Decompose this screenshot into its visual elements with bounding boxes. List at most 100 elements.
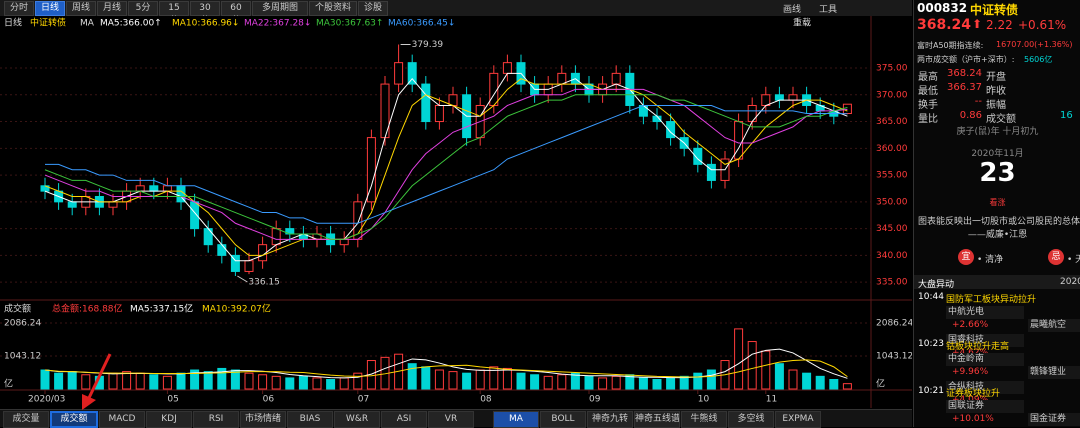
stat-row: 最低 366.37 昨收 <box>918 82 1078 97</box>
quote-text: 图表能反映出一切股市或公司股民的总体心 <box>918 217 1080 227</box>
y-tick-label: 340.00 <box>876 251 908 261</box>
news-time: 10:44 <box>918 292 944 302</box>
y-tick-label: 365.00 <box>876 117 908 127</box>
month: 2020年11月 <box>971 149 1024 159</box>
quote-panel: 000832 中证转债 368.24 ⬆ 2.22 +0.61% 富时A50期指… <box>913 0 1080 427</box>
news-header <box>914 275 1080 289</box>
stock-chip[interactable]: 赣锋锂业 <box>1028 366 1080 379</box>
quote-author: ——威廉•江恩 <box>967 230 1028 240</box>
ma-legend: MA30:367.63↑ <box>316 19 383 29</box>
period-tab[interactable]: 多周期图 <box>252 1 308 16</box>
volume-bar <box>448 371 458 390</box>
stock-name: 中金岭南 <box>948 354 985 364</box>
period-tab[interactable]: 分时 <box>4 1 34 16</box>
stock-chip[interactable]: 国金证券 <box>1028 413 1080 426</box>
volume-bar <box>421 366 431 390</box>
indicator-tab[interactable]: 成交量 <box>3 411 49 428</box>
indicator-tab[interactable]: 神奇五线谱 <box>634 411 680 428</box>
period-tab[interactable]: 诊股 <box>358 1 388 16</box>
a50: 16707.00(+1.36%) <box>996 40 1073 49</box>
period-tab[interactable]: 个股资料 <box>309 1 357 16</box>
news-date: 2020 <box>1060 277 1080 287</box>
y-tick-label: 335.00 <box>876 278 908 288</box>
stock-chip[interactable]: 国联证券 +10.01% <box>946 400 1024 424</box>
indicator-tab[interactable]: ASI <box>381 411 427 428</box>
indicator-tab[interactable]: 神奇九转 <box>587 411 633 428</box>
stock-list: 国联证券 +10.01% 国金证券 <box>944 399 1080 427</box>
indicator-tab[interactable]: MA <box>493 411 539 428</box>
code: 000832 <box>917 1 968 15</box>
stat-label: 最高 <box>918 72 938 83</box>
period-tab[interactable]: 周线 <box>66 1 96 16</box>
volume-bar <box>190 369 200 390</box>
indicator-tab[interactable]: KDJ <box>146 411 192 428</box>
stock-name: 国金证券 <box>1030 414 1067 424</box>
volume-bar <box>761 350 771 390</box>
x-tick-label: 05 <box>167 395 178 405</box>
indicator-tab[interactable]: RSI <box>193 411 239 428</box>
indicator-tab[interactable]: BOLL <box>540 411 586 428</box>
candle-body <box>67 201 77 208</box>
volume-bar <box>829 379 839 390</box>
indicator-tab[interactable]: 成交额 <box>50 411 98 428</box>
stat-value: 16 <box>1060 110 1073 121</box>
y-tick-label: 350.00 <box>876 197 908 207</box>
period-tab[interactable]: 5分 <box>128 1 158 16</box>
stat-value: 366.37 <box>947 82 982 93</box>
indicator-tab[interactable]: 多空线 <box>728 411 774 428</box>
lunar: 庚子(鼠)年 十月初九 <box>956 127 1039 137</box>
tool-button[interactable]: 工具 <box>819 5 838 15</box>
stock-name: 合纵科技 <box>948 382 985 392</box>
indicator-tab[interactable]: VR <box>428 411 474 428</box>
volume-bar <box>326 379 336 390</box>
candle-body <box>217 244 227 256</box>
day: 23 <box>979 158 1016 188</box>
indicator-tab[interactable]: MACD <box>99 411 145 428</box>
stat-label: 换手 <box>918 100 938 111</box>
candle-body <box>407 62 417 85</box>
ma-legend: MA10:366.96↓ <box>172 19 239 29</box>
candle-body <box>366 137 376 203</box>
indicator-tab[interactable]: EXPMA <box>775 411 821 428</box>
ma-legend: MA22:367.28↓ <box>244 19 311 29</box>
tool-button[interactable]: 画线 <box>783 5 802 15</box>
indicator-tab[interactable]: BIAS <box>287 411 333 428</box>
volume-bar <box>693 372 703 390</box>
stock-chip[interactable]: 中航光电 +2.66% <box>946 306 1024 330</box>
ma-legend: MA60:366.45↓ <box>388 19 455 29</box>
indicator-tab[interactable]: W&R <box>334 411 380 428</box>
indicator-tab[interactable]: 牛熊线 <box>681 411 727 428</box>
period-tab[interactable]: 月线 <box>97 1 127 16</box>
candle-body <box>135 185 145 192</box>
volume-bar <box>706 369 716 390</box>
volume-bar <box>353 372 363 390</box>
reload[interactable]: 重载 <box>793 17 811 29</box>
stock-chip[interactable]: 中金岭南 +9.96% <box>946 353 1024 377</box>
y-tick-label: 亿 <box>876 378 885 390</box>
period-tab[interactable]: 30分 <box>190 1 220 26</box>
indicator-tab[interactable]: 市场情绪 <box>240 411 286 428</box>
annotation-arrow <box>82 353 112 410</box>
stock-pct: +9.96% <box>952 367 989 377</box>
volume-bar <box>149 374 159 390</box>
news-time: 10:21 <box>918 386 944 396</box>
x-tick-label: 08 <box>480 395 492 405</box>
x-tick-label: 06 <box>263 395 275 405</box>
volume-bar <box>584 375 594 390</box>
pct: +0.61% <box>1018 18 1067 32</box>
period-tab[interactable]: 日线 <box>35 1 65 16</box>
news-time: 10:23 <box>918 339 944 349</box>
stock-chip[interactable]: 晨曦航空 <box>1028 319 1080 332</box>
ma-line <box>44 72 848 262</box>
volume-bar <box>734 328 744 390</box>
volume-bar <box>516 372 526 390</box>
stock-name: 赣锋锂业 <box>1030 367 1067 377</box>
stat-row: 量比 0.86 成交额 16 <box>918 110 1078 125</box>
period-tab[interactable]: 60分 <box>221 1 251 26</box>
volume-bar <box>40 369 50 390</box>
volume-bar <box>67 371 77 390</box>
ma-line <box>44 94 848 240</box>
x-tick-label: 11 <box>766 395 777 405</box>
period-tab[interactable]: 15分 <box>159 1 189 26</box>
